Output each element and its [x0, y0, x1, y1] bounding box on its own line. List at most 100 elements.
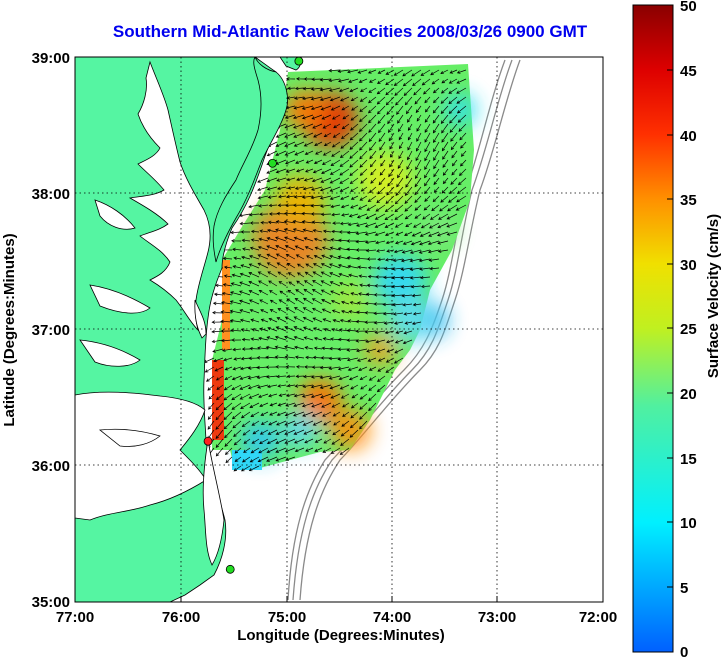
velocity-arrow: [350, 384, 359, 390]
velocity-arrow: [356, 256, 368, 261]
velocity-arrow: [423, 87, 431, 95]
velocity-arrow: [301, 203, 314, 208]
velocity-arrow: [312, 123, 323, 129]
velocity-arrow: [258, 280, 269, 287]
velocity-arrow: [347, 264, 359, 269]
velocity-arrow: [321, 299, 332, 305]
velocity-arrow: [424, 150, 431, 162]
velocity-arrow: [358, 292, 368, 296]
velocity-arrow: [428, 231, 440, 237]
velocity-arrow: [364, 222, 377, 228]
velocity-arrow: [249, 402, 260, 408]
velocity-arrow: [398, 132, 404, 141]
velocity-arrow: [421, 78, 431, 86]
velocity-arrow: [341, 300, 350, 305]
velocity-arrow: [359, 105, 368, 113]
velocity-arrow: [337, 255, 350, 260]
velocity-arrow: [258, 393, 269, 399]
velocity-arrow: [211, 339, 224, 344]
velocity-arrow: [329, 384, 341, 390]
velocity-arrow: [220, 329, 233, 333]
colorbar-tick-label: 30: [680, 257, 697, 274]
velocity-arrow: [319, 365, 332, 370]
velocity-arrow: [207, 384, 215, 391]
velocity-arrow: [223, 274, 233, 278]
velocity-arrow: [340, 393, 350, 399]
velocity-arrow: [287, 86, 296, 91]
velocity-arrow: [407, 114, 413, 123]
velocity-arrow: [350, 123, 359, 131]
velocity-arrow: [265, 365, 278, 369]
velocity-arrow: [412, 302, 422, 307]
velocity-arrow: [251, 438, 260, 444]
velocity-arrow: [359, 96, 368, 102]
velocity-arrow: [257, 177, 269, 183]
velocity-arrow: [411, 321, 422, 326]
velocity-arrow: [312, 271, 323, 278]
velocity-arrow: [359, 195, 368, 201]
velocity-arrow: [211, 320, 224, 324]
velocity-arrow: [355, 248, 367, 252]
velocity-arrow: [322, 411, 332, 417]
velocity-arrow: [283, 219, 296, 224]
velocity-arrow: [260, 309, 269, 314]
velocity-arrow: [320, 280, 332, 287]
velocity-arrow: [312, 229, 323, 233]
velocity-arrow: [350, 114, 359, 121]
velocity-arrow: [268, 290, 278, 296]
velocity-arrow: [348, 273, 359, 278]
velocity-arrow: [414, 177, 422, 188]
velocity-arrow: [393, 357, 404, 364]
velocity-arrow: [433, 186, 440, 193]
velocity-arrow: [223, 393, 233, 401]
velocity-arrow: [239, 318, 251, 323]
velocity-arrow: [377, 114, 386, 125]
velocity-arrow: [222, 283, 233, 287]
velocity-arrow: [359, 393, 368, 400]
velocity-arrow: [432, 105, 440, 114]
velocity-arrow: [250, 229, 260, 234]
velocity-arrow: [311, 402, 323, 408]
velocity-arrow: [266, 456, 278, 462]
velocity-arrow: [341, 213, 350, 217]
velocity-arrow: [301, 393, 314, 398]
velocity-arrow: [330, 105, 341, 111]
velocity-arrow: [437, 249, 449, 253]
velocity-arrow: [301, 114, 314, 120]
velocity-arrow: [442, 159, 449, 168]
velocity-arrow: [331, 114, 341, 120]
velocity-arrow: [234, 456, 242, 462]
velocity-arrow: [268, 280, 278, 287]
velocity-arrow: [374, 222, 386, 228]
velocity-arrow: [351, 393, 359, 399]
velocity-arrow: [387, 177, 395, 187]
velocity-arrow: [364, 231, 377, 236]
velocity-arrow: [384, 330, 395, 335]
velocity-arrow: [285, 77, 296, 81]
velocity-arrow: [356, 213, 368, 219]
velocity-arrow: [266, 375, 278, 379]
velocity-arrow: [340, 195, 350, 201]
velocity-arrow: [392, 312, 404, 316]
velocity-arrow: [439, 204, 449, 212]
velocity-arrow: [240, 356, 251, 361]
velocity-arrow: [392, 303, 404, 307]
velocity-arrow: [394, 348, 404, 354]
velocity-arrow: [337, 69, 350, 73]
velocity-arrow: [355, 339, 368, 343]
velocity-arrow: [302, 307, 314, 314]
velocity-arrow: [402, 69, 413, 77]
velocity-arrow: [389, 159, 395, 168]
velocity-arrow: [267, 195, 278, 199]
velocity-arrow: [449, 114, 458, 124]
velocity-arrow: [212, 301, 224, 306]
velocity-arrow: [275, 447, 287, 453]
velocity-arrow: [293, 307, 305, 314]
velocity-arrow: [428, 222, 440, 229]
velocity-arrow: [315, 150, 323, 155]
velocity-arrow: [233, 256, 242, 260]
velocity-arrow: [360, 384, 368, 390]
velocity-arrow: [274, 335, 287, 341]
velocity-arrow: [314, 141, 323, 147]
velocity-arrow: [241, 347, 251, 351]
